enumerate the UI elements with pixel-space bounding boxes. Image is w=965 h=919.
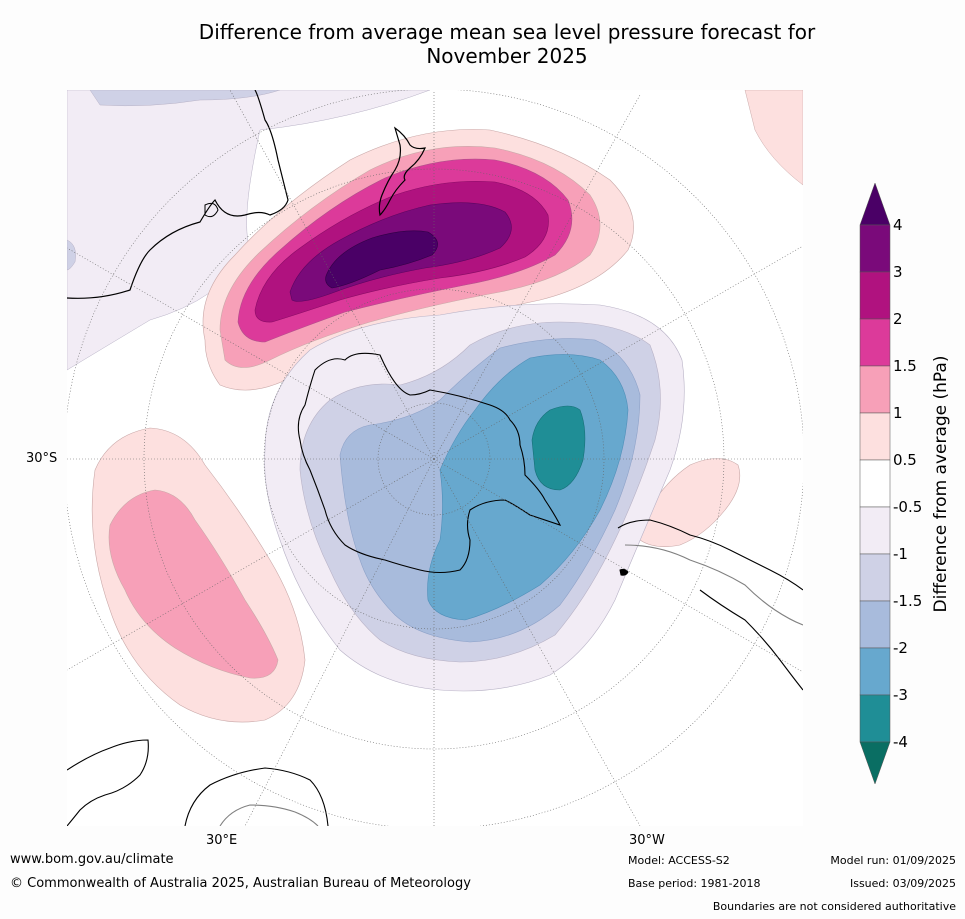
colorbar-tick-label: -3	[893, 686, 908, 704]
footer-model-run: Model run: 01/09/2025	[830, 854, 956, 867]
chart-title: Difference from average mean sea level p…	[0, 20, 965, 68]
footer-model: Model: ACCESS-S2	[628, 854, 730, 867]
colorbar-tick-label: 2	[893, 310, 903, 328]
south-africa-coastline-grey	[219, 804, 319, 826]
colorbar-tick-label: -4	[893, 733, 908, 751]
lon-label-30w: 30°W	[629, 833, 665, 848]
lon-label-30e: 30°E	[206, 833, 238, 848]
colorbar-band	[859, 600, 891, 649]
colorbar-extend-max	[859, 182, 891, 226]
colorbar-tick-label: 1	[893, 404, 903, 422]
graticule-meridians	[67, 90, 803, 826]
new-zealand-coastline	[378, 126, 426, 217]
anomaly-contour-negative-small-n	[89, 90, 281, 107]
colorbar-label: Difference from average (hPa)	[931, 355, 951, 613]
colorbar-band	[859, 459, 891, 508]
colorbar-band	[859, 506, 891, 555]
footer-website-link[interactable]: www.bom.gov.au/climate	[10, 852, 174, 867]
colorbar-band	[859, 224, 891, 273]
south-america-coastline-inner	[624, 544, 803, 626]
colorbar-tick-label: 4	[893, 216, 903, 234]
colorbar-tick-label: 3	[893, 263, 903, 281]
lat-label-30s: 30°S	[26, 451, 58, 466]
colorbar-band	[859, 647, 891, 696]
graticule-circles	[67, 90, 803, 826]
colorbar-tick-label: -1.5	[893, 592, 923, 610]
colorbar-band	[859, 412, 891, 461]
anomaly-contour-positive-ne	[744, 90, 803, 186]
colorbar-band	[859, 553, 891, 602]
africa-coastline	[67, 739, 149, 826]
anomaly-contour-negative-small-w	[67, 239, 76, 271]
colorbar-tick-label: -2	[893, 639, 908, 657]
colorbar-extend-min	[859, 741, 891, 785]
colorbar-band	[859, 318, 891, 367]
colorbar-band	[859, 365, 891, 414]
anomaly-contour-negative-3	[531, 405, 586, 491]
colorbar-band	[859, 694, 891, 743]
colorbar-blocks	[859, 182, 891, 785]
colorbar-tick-label: 0.5	[893, 451, 917, 469]
madagascar-coastline	[184, 767, 329, 826]
anomaly-contour-positive-west-1	[108, 489, 279, 679]
colorbar-tick-label: -1	[893, 545, 908, 563]
south-america-coastline	[617, 519, 803, 591]
footer-base-period: Base period: 1981-2018	[628, 877, 761, 890]
colorbar-tick-label: -0.5	[893, 498, 923, 516]
footer-disclaimer: Boundaries are not considered authoritat…	[712, 900, 956, 913]
antarctica-coastline	[297, 352, 562, 574]
footer-copyright: © Commonwealth of Australia 2025, Austra…	[10, 876, 471, 891]
colorbar-band	[859, 271, 891, 320]
anomaly-contour-positive-4	[325, 230, 438, 289]
south-america-coastline-east	[699, 589, 803, 691]
falkland-islands	[619, 568, 629, 576]
colorbar-tick-label: 1.5	[893, 357, 917, 375]
title-line-2: November 2025	[426, 44, 588, 68]
tasmania-coastline	[204, 202, 219, 218]
australia-coastline	[67, 90, 289, 299]
footer-issued: Issued: 03/09/2025	[849, 877, 956, 890]
title-line-1: Difference from average mean sea level p…	[198, 20, 816, 44]
